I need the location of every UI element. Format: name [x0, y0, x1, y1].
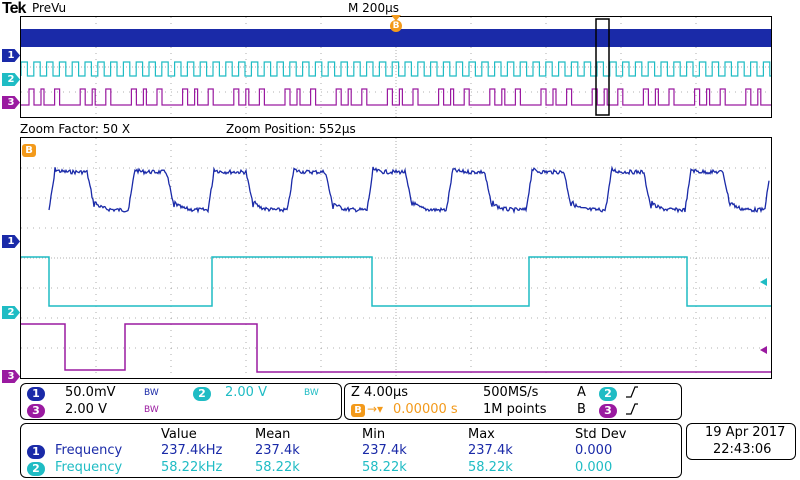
- ch3-trigger-level-arrow[interactable]: [760, 346, 767, 354]
- meas1-stddev: 0.000: [575, 443, 613, 458]
- ch3-ground-marker[interactable]: 3: [2, 370, 20, 383]
- col-header-min: Min: [362, 427, 386, 442]
- overview-ch1-band: [21, 29, 771, 47]
- overview-ch2-marker[interactable]: 2: [2, 73, 20, 86]
- trigger-a-source[interactable]: 2: [599, 387, 617, 401]
- ch2-ground-marker[interactable]: 2: [2, 306, 20, 319]
- meas1-name: Frequency: [55, 443, 123, 458]
- overview-svg: [20, 17, 777, 117]
- brand-logo: Tek: [2, 0, 26, 17]
- datetime-panel: 19 Apr 2017 22:43:06: [686, 423, 796, 460]
- graticule: [21, 138, 771, 378]
- zoom-position-label: Zoom Position: 552µs: [226, 122, 356, 136]
- channel-settings-panel[interactable]: 1 50.0mV BW 2 2.00 V BW 3 2.00 V BW: [20, 383, 342, 420]
- ch3-trace: [21, 323, 771, 373]
- meas1-value: 237.4kHz: [161, 443, 223, 458]
- meas2-channel-badge[interactable]: 2: [27, 462, 45, 476]
- record-length: 1M points: [483, 402, 547, 417]
- sample-rate: 500MS/s: [483, 385, 539, 400]
- col-header-value: Value: [161, 427, 197, 442]
- trigger-b-label: B: [577, 402, 586, 417]
- zoom-factor-label: Zoom Factor: 50 X: [20, 122, 131, 136]
- col-header-max: Max: [468, 427, 495, 442]
- trigger-a-slope-icon: [625, 385, 639, 403]
- zoom-window-box[interactable]: [595, 18, 610, 116]
- col-header-stddev: Std Dev: [575, 427, 627, 442]
- ch1-bw-limit: BW: [144, 388, 159, 398]
- ch3-scale: 2.00 V: [65, 402, 107, 417]
- trigger-marker[interactable]: B: [22, 144, 36, 157]
- overview-trigger-marker[interactable]: B: [390, 20, 402, 32]
- overview-ch2-trace: [20, 61, 777, 77]
- acquisition-panel[interactable]: Z 4.00µs B →▾ 0.00000 s 500MS/s 1M point…: [344, 383, 682, 420]
- date-display: 19 Apr 2017: [705, 425, 786, 440]
- waveform-svg: [21, 138, 771, 378]
- meas2-value: 58.22kHz: [161, 460, 223, 475]
- meas1-max: 237.4k: [468, 443, 513, 458]
- trigger-b-slope-icon: [625, 402, 639, 420]
- trigger-b-source[interactable]: 3: [599, 404, 617, 418]
- measurements-panel[interactable]: Value Mean Min Max Std Dev 1 Frequency 2…: [20, 423, 682, 478]
- meas1-min: 237.4k: [362, 443, 407, 458]
- ch1-trace: [48, 165, 770, 215]
- ch1-ground-marker[interactable]: 1: [2, 235, 20, 248]
- record-overview-panel[interactable]: [20, 16, 777, 118]
- ch2-trace: [21, 256, 771, 307]
- meas1-channel-badge[interactable]: 1: [27, 445, 45, 459]
- acquisition-mode: PreVu: [32, 1, 67, 15]
- time-display: 22:43:06: [713, 442, 772, 457]
- meas2-min: 58.22k: [362, 460, 407, 475]
- ch1-badge[interactable]: 1: [27, 387, 45, 401]
- zoom-scale: Z 4.00µs: [351, 385, 409, 400]
- ch3-badge[interactable]: 3: [27, 404, 45, 418]
- overview-ch1-marker[interactable]: 1: [2, 49, 20, 62]
- meas2-name: Frequency: [55, 460, 123, 475]
- ch2-trigger-level-arrow[interactable]: [760, 278, 767, 286]
- meas2-max: 58.22k: [468, 460, 513, 475]
- meas2-stddev: 0.000: [575, 460, 613, 475]
- trigger-position-arrow[interactable]: [391, 15, 401, 21]
- ch2-badge[interactable]: 2: [193, 387, 211, 401]
- ch1-scale: 50.0mV: [65, 385, 116, 400]
- overview-ch3-trace: [21, 88, 771, 106]
- meas2-mean: 58.22k: [255, 460, 300, 475]
- delay-arrow-icon: →▾: [367, 402, 384, 416]
- meas1-mean: 237.4k: [255, 443, 300, 458]
- delay-value: 0.00000 s: [393, 402, 458, 417]
- ch3-bw-limit: BW: [144, 405, 159, 415]
- trigger-a-label: A: [577, 385, 586, 400]
- overview-ch3-marker[interactable]: 3: [2, 96, 20, 109]
- col-header-mean: Mean: [255, 427, 291, 442]
- delay-marker: B: [351, 404, 365, 417]
- timebase-label: M 200µs: [348, 1, 399, 15]
- ch2-bw-limit: BW: [304, 388, 319, 398]
- ch2-scale: 2.00 V: [225, 385, 267, 400]
- zoom-waveform-display[interactable]: [20, 137, 772, 379]
